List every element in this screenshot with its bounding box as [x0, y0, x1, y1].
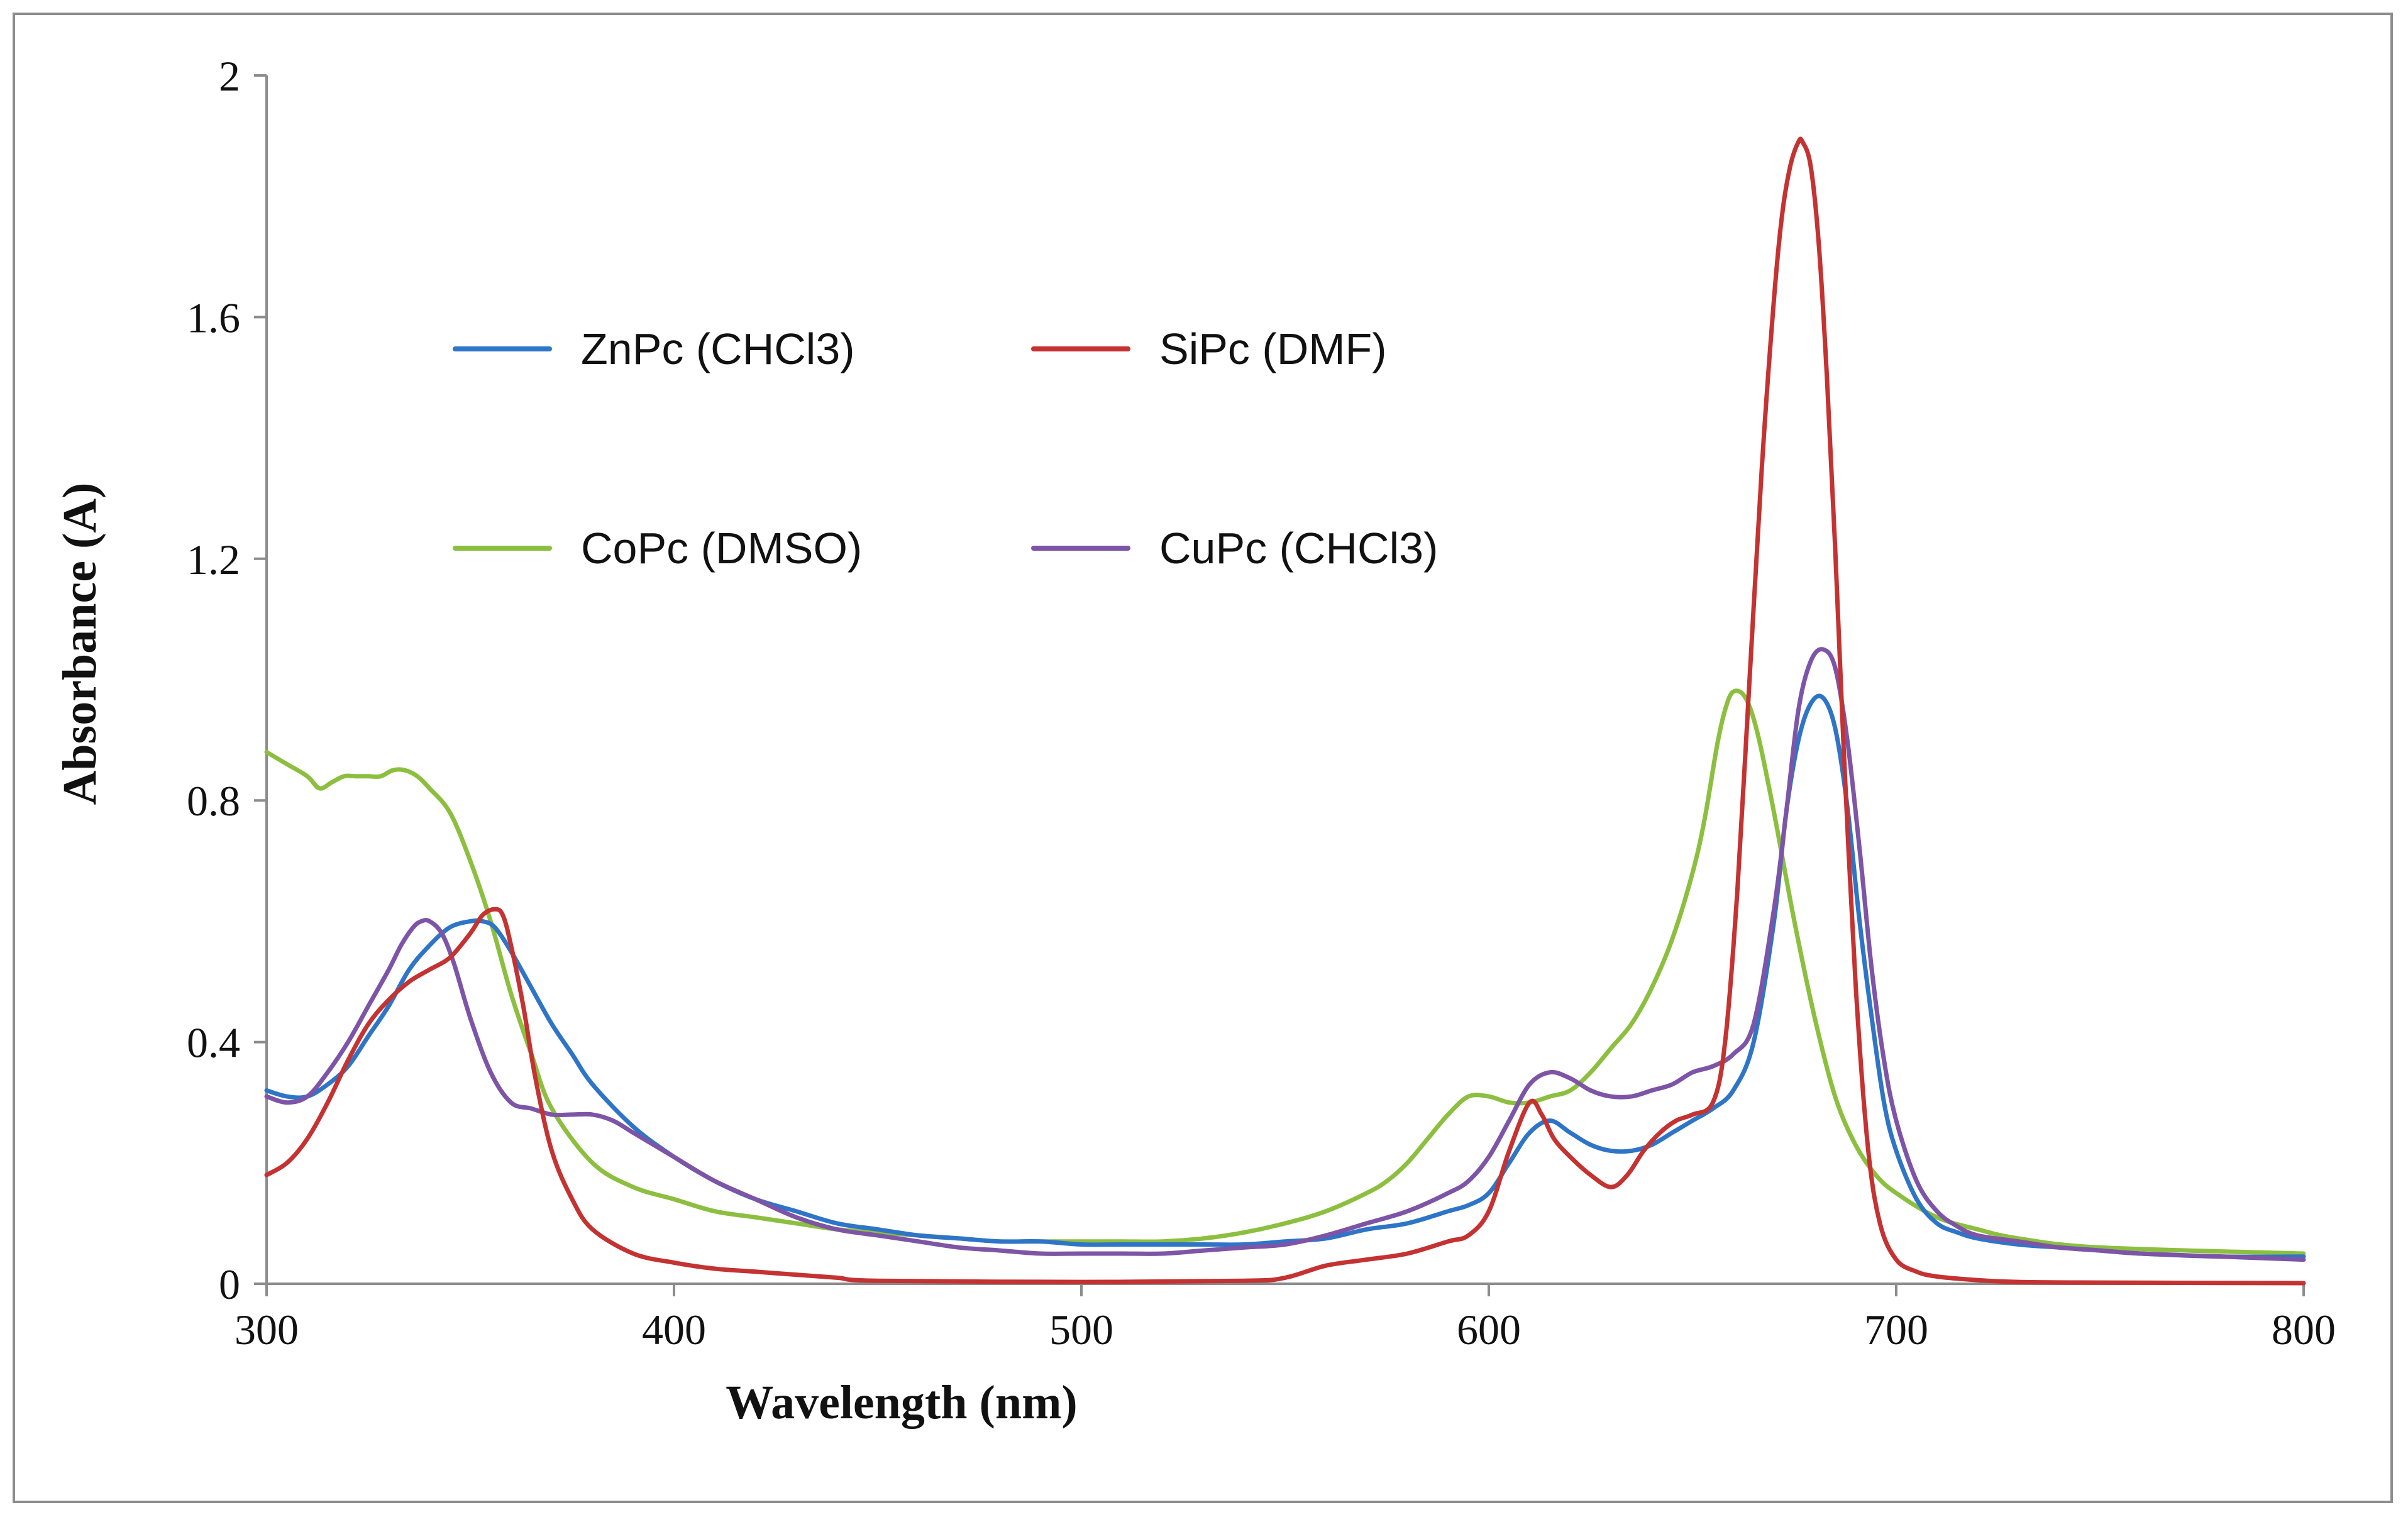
series-line-sipc: [264, 136, 2306, 1286]
series-line-cupc: [264, 647, 2306, 1262]
x-axis-title: Wavelength (nm): [726, 1376, 1077, 1429]
x-tick-label: 600: [1457, 1306, 1521, 1354]
absorbance-chart: 0 0.4 0.8 1.2 1.6 2 300 400 500 600 700 800 ZnPc (C…: [53, 52, 2336, 1429]
x-tick-label: 500: [1049, 1306, 1113, 1354]
legend-label-znpc: ZnPc (CHCl3): [581, 324, 855, 373]
y-tick-label: 2: [219, 52, 240, 100]
legend-label-sipc: SiPc (DMF): [1159, 324, 1387, 373]
y-tick-label: 1.6: [187, 294, 240, 341]
series-lines: [264, 136, 2306, 1286]
y-tick-label: 0.4: [187, 1019, 240, 1067]
y-tick-label: 0: [219, 1260, 240, 1308]
x-tick-label: 800: [2272, 1306, 2336, 1354]
series-line-znpc: [264, 693, 2306, 1259]
y-tick-label: 0.8: [187, 777, 240, 825]
legend: ZnPc (CHCl3) SiPc (DMF) CoPc (DMSO) CuPc (C…: [453, 324, 1438, 573]
series-line-copc: [264, 688, 2306, 1256]
tick-labels: 0 0.4 0.8 1.2 1.6 2 300 400 500 600 700 800: [187, 52, 2336, 1354]
y-axis-title: Absorbance (A): [53, 483, 106, 805]
legend-label-cupc: CuPc (CHCl3): [1159, 524, 1438, 573]
axes: [254, 74, 2305, 1296]
legend-label-copc: CoPc (DMSO): [581, 524, 862, 573]
y-tick-label: 1.2: [187, 536, 240, 583]
x-tick-label: 700: [1864, 1306, 1928, 1354]
x-tick-label: 400: [642, 1306, 706, 1354]
x-tick-label: 300: [235, 1306, 299, 1354]
chart-frame: 0 0.4 0.8 1.2 1.6 2 300 400 500 600 700 800 ZnPc (C…: [13, 13, 2393, 1503]
